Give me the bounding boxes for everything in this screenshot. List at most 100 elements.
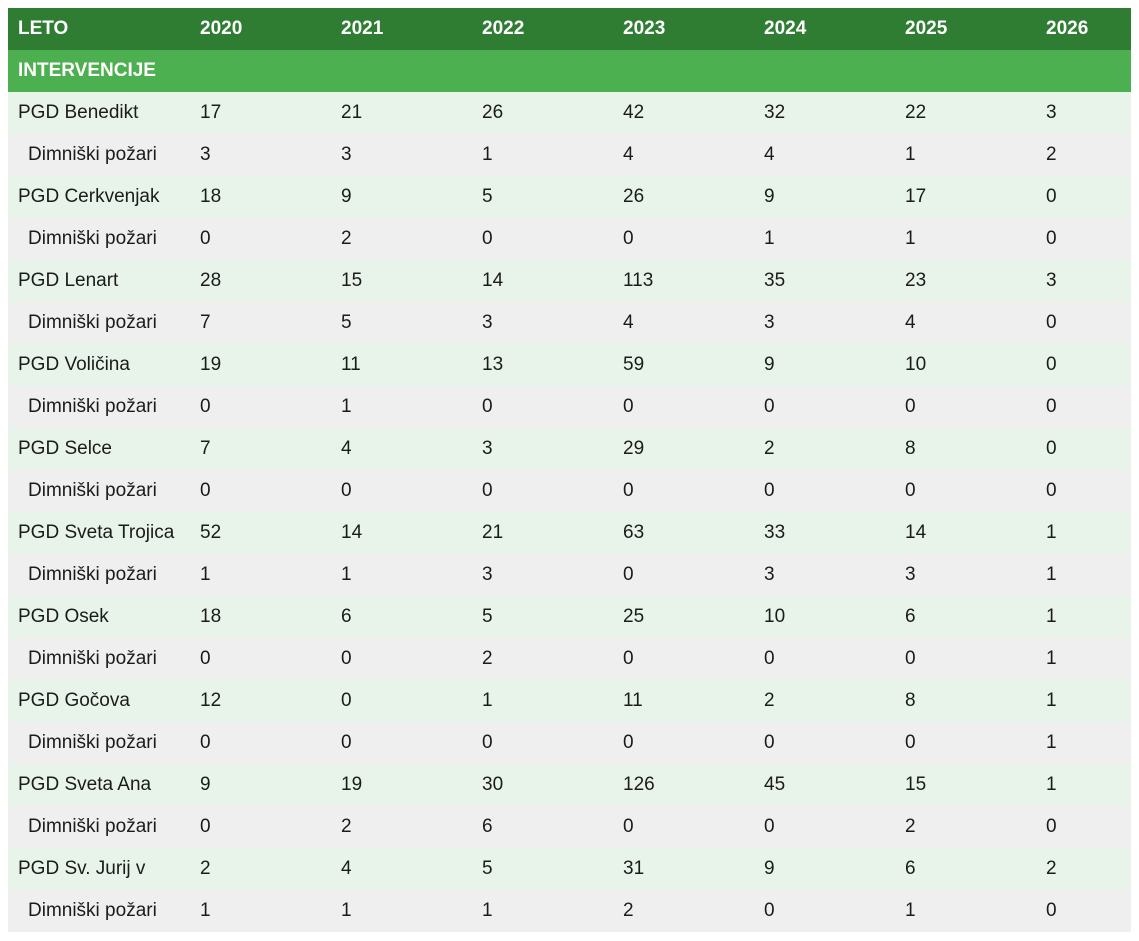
- row-fire-station: PGD Sveta Trojica 52 14 21 63 33 14 1: [8, 512, 1131, 554]
- year-header-cell: 2023: [613, 8, 754, 50]
- value-cell: 7: [190, 428, 331, 470]
- row-label-cell: PGD Sv. Jurij v: [8, 848, 190, 890]
- row-label-cell: PGD Sveta Trojica: [8, 512, 190, 554]
- value-cell: 3: [754, 554, 895, 596]
- row-label-cell: Dimniški požari: [8, 638, 190, 680]
- value-cell: 0: [613, 554, 754, 596]
- row-label-cell: PGD Lenart: [8, 260, 190, 302]
- interventions-table: LETO 2020 2021 2022 2023 2024 2025 2026 INTERVE…: [8, 8, 1131, 932]
- value-cell: 4: [331, 848, 472, 890]
- row-fire-station: PGD Gočova 12 0 1 11 2 8 1: [8, 680, 1131, 722]
- value-cell: 14: [895, 512, 1036, 554]
- value-cell: 0: [331, 638, 472, 680]
- value-cell: 0: [190, 386, 331, 428]
- value-cell: 9: [331, 176, 472, 218]
- value-cell: 5: [472, 176, 613, 218]
- subrow-chimney-fires: Dimniški požari 0 0 2 0 0 0 1: [8, 638, 1131, 680]
- year-header-cell: 2021: [331, 8, 472, 50]
- value-cell: 1: [1036, 680, 1131, 722]
- row-label-cell: PGD Osek: [8, 596, 190, 638]
- value-cell: 52: [190, 512, 331, 554]
- value-cell: 0: [190, 806, 331, 848]
- value-cell: 1: [1036, 554, 1131, 596]
- value-cell: 11: [613, 680, 754, 722]
- value-cell: 2: [895, 806, 1036, 848]
- value-cell: 1: [1036, 638, 1131, 680]
- value-cell: 12: [190, 680, 331, 722]
- value-cell: 30: [472, 764, 613, 806]
- subrow-chimney-fires: Dimniški požari 0 2 0 0 1 1 0: [8, 218, 1131, 260]
- row-fire-station: PGD Cerkvenjak 18 9 5 26 9 17 0: [8, 176, 1131, 218]
- value-cell: 0: [1036, 218, 1131, 260]
- value-cell: 9: [754, 176, 895, 218]
- value-cell: 1: [331, 890, 472, 932]
- value-cell: 0: [754, 722, 895, 764]
- value-cell: 26: [472, 92, 613, 134]
- value-cell: 1: [1036, 512, 1131, 554]
- value-cell: 33: [754, 512, 895, 554]
- value-cell: 0: [190, 470, 331, 512]
- row-label-cell: PGD Selce: [8, 428, 190, 470]
- row-label-cell: PGD Voličina: [8, 344, 190, 386]
- value-cell: 9: [754, 848, 895, 890]
- value-cell: 3: [472, 302, 613, 344]
- value-cell: 26: [613, 176, 754, 218]
- value-cell: 1: [754, 218, 895, 260]
- value-cell: 4: [331, 428, 472, 470]
- value-cell: 35: [754, 260, 895, 302]
- value-cell: 15: [331, 260, 472, 302]
- value-cell: 13: [472, 344, 613, 386]
- value-cell: 3: [190, 134, 331, 176]
- value-cell: 0: [895, 470, 1036, 512]
- value-cell: 2: [190, 848, 331, 890]
- value-cell: 126: [613, 764, 754, 806]
- value-cell: 0: [613, 638, 754, 680]
- value-cell: 10: [754, 596, 895, 638]
- value-cell: 8: [895, 428, 1036, 470]
- value-cell: 0: [895, 638, 1036, 680]
- value-cell: 23: [895, 260, 1036, 302]
- value-cell: 1: [895, 890, 1036, 932]
- value-cell: 2: [613, 890, 754, 932]
- value-cell: 59: [613, 344, 754, 386]
- section-row: INTERVENCIJE: [8, 50, 1131, 92]
- value-cell: 14: [331, 512, 472, 554]
- row-label-cell: Dimniški požari: [8, 386, 190, 428]
- value-cell: 5: [331, 302, 472, 344]
- value-cell: 1: [331, 554, 472, 596]
- value-cell: 0: [472, 218, 613, 260]
- value-cell: 4: [895, 302, 1036, 344]
- row-label-cell: Dimniški požari: [8, 470, 190, 512]
- value-cell: 2: [331, 218, 472, 260]
- value-cell: 21: [331, 92, 472, 134]
- value-cell: 0: [1036, 470, 1131, 512]
- value-cell: 3: [472, 428, 613, 470]
- value-cell: 1: [895, 134, 1036, 176]
- value-cell: 32: [754, 92, 895, 134]
- value-cell: 1: [1036, 722, 1131, 764]
- value-cell: 3: [754, 302, 895, 344]
- value-cell: 3: [895, 554, 1036, 596]
- value-cell: 0: [472, 722, 613, 764]
- row-fire-station: PGD Sveta Ana 9 19 30 126 45 15 1: [8, 764, 1131, 806]
- row-label-cell: Dimniški požari: [8, 806, 190, 848]
- value-cell: 3: [1036, 92, 1131, 134]
- value-cell: 21: [472, 512, 613, 554]
- value-cell: 14: [472, 260, 613, 302]
- value-cell: 0: [613, 806, 754, 848]
- value-cell: 10: [895, 344, 1036, 386]
- row-fire-station: PGD Lenart 28 15 14 113 35 23 3: [8, 260, 1131, 302]
- value-cell: 0: [613, 470, 754, 512]
- value-cell: 0: [895, 386, 1036, 428]
- value-cell: 15: [895, 764, 1036, 806]
- value-cell: 0: [613, 218, 754, 260]
- value-cell: 3: [331, 134, 472, 176]
- value-cell: 0: [1036, 386, 1131, 428]
- value-cell: 0: [331, 680, 472, 722]
- value-cell: 4: [613, 302, 754, 344]
- table-head: LETO 2020 2021 2022 2023 2024 2025 2026 INTERVE…: [8, 8, 1131, 92]
- value-cell: 17: [190, 92, 331, 134]
- value-cell: 0: [1036, 890, 1131, 932]
- value-cell: 0: [1036, 176, 1131, 218]
- subrow-chimney-fires: Dimniški požari 3 3 1 4 4 1 2: [8, 134, 1131, 176]
